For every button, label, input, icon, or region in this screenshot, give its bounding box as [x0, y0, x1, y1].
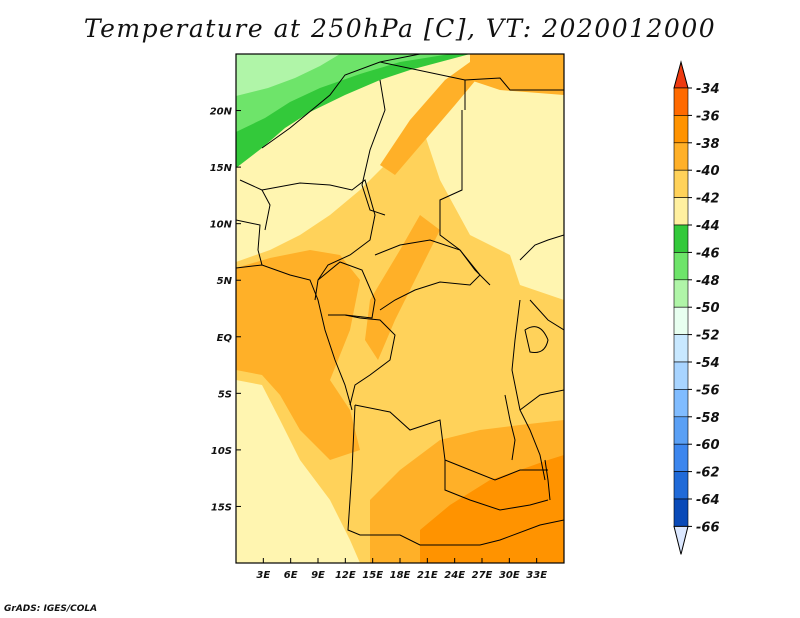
x-tick-label: 18E: [390, 570, 411, 581]
border-north-line: [261, 54, 421, 149]
border-tanzania: [519, 389, 564, 411]
x-tick-label: 9E: [311, 570, 325, 581]
y-tick-label: 15N: [210, 163, 233, 174]
y-tick-label: 5N: [217, 276, 233, 287]
border-lake-tanganyika: [504, 394, 516, 461]
colorbar-swatch: [673, 416, 689, 445]
field-band-42-west: [236, 380, 360, 563]
colorbar-label: -52: [696, 329, 720, 344]
border-libya: [379, 61, 466, 81]
border-mali-niger: [361, 79, 386, 216]
colorbar-label: -50: [696, 301, 720, 316]
colorbar-swatch: [673, 115, 689, 144]
colorbar-label: -42: [696, 192, 720, 207]
x-tick-label: 30E: [499, 570, 520, 581]
colorbar-label: -54: [696, 356, 720, 371]
border-lake-malawi: [544, 459, 551, 501]
colorbar-swatch: [673, 197, 689, 226]
colorbar-bottom-arrow: [673, 525, 689, 555]
colorbar-label: -60: [696, 438, 720, 453]
colorbar-swatch: [673, 361, 689, 390]
x-tick-label: 6E: [284, 570, 298, 581]
x-tick-label: 27E: [472, 570, 493, 581]
colorbar-swatch: [673, 169, 689, 198]
border-sudan-top: [464, 77, 564, 110]
x-tick-label: 24E: [444, 570, 465, 581]
colorbar-swatch: [673, 389, 689, 418]
border-angola: [347, 404, 450, 546]
colorbar-label: -36: [696, 109, 720, 124]
x-tick-label: 21E: [417, 570, 438, 581]
map-title: Temperature at 250hPa [C], VT: 202001200…: [83, 14, 717, 43]
x-axis-ticks: 3E 6E 9E 12E 15E 18E 21E 24E 27E 30E 33E: [256, 558, 547, 581]
field-band-36: [420, 455, 564, 563]
colorbar-swatch: [673, 306, 689, 335]
border-coast-west: [236, 264, 353, 411]
border-chad-east: [439, 110, 491, 286]
border-guinea-coast: [239, 179, 271, 231]
field-band-42-east: [500, 160, 564, 300]
border-kenya: [529, 299, 564, 331]
colorbar: -34 -36 -38 -40 -42 -44 -46 -48 -50 -52 -54 -56 -58 -…: [673, 60, 720, 555]
grads-credit: GrADS: IGES/COLA: [4, 604, 98, 614]
colorbar-label: -38: [696, 137, 720, 152]
border-congo: [344, 314, 396, 406]
colorbar-label: -44: [696, 219, 720, 234]
colorbar-swatch: [673, 334, 689, 363]
border-ethiopia: [519, 234, 564, 261]
colorbar-swatch: [673, 279, 689, 308]
border-nigeria: [261, 179, 376, 301]
y-tick-label: 10S: [211, 446, 232, 457]
field-band-38-ne: [470, 54, 564, 95]
border-car: [374, 239, 481, 311]
y-tick-label: EQ: [217, 333, 233, 344]
colorbar-label: -64: [696, 493, 720, 508]
field-band-38-west: [236, 250, 360, 460]
border-lake-victoria: [524, 326, 549, 353]
y-axis-ticks: 20N 15N 10N 5N EQ 5S 10S 15S: [210, 107, 241, 513]
y-tick-label: 10N: [210, 220, 233, 231]
colorbar-label: -58: [696, 411, 720, 426]
colorbar-swatch: [673, 252, 689, 281]
y-tick-label: 15S: [211, 502, 232, 513]
x-tick-label: 33E: [526, 570, 547, 581]
colorbar-label: -62: [696, 466, 720, 481]
border-zambia: [444, 460, 549, 511]
temperature-field: [236, 54, 564, 563]
colorbar-swatch: [673, 498, 689, 527]
colorbar-label: -56: [696, 383, 720, 398]
y-tick-label: 20N: [210, 107, 233, 118]
country-borders: [236, 54, 564, 546]
colorbar-top-arrow: [673, 60, 689, 89]
colorbar-swatch: [673, 87, 689, 116]
colorbar-swatch: [673, 443, 689, 472]
x-tick-label: 12E: [335, 570, 356, 581]
colorbar-label: -40: [696, 164, 720, 179]
colorbar-swatch: [673, 142, 689, 171]
x-tick-label: 3E: [256, 570, 270, 581]
colorbar-label: -34: [696, 82, 720, 97]
y-tick-label: 5S: [218, 389, 232, 400]
x-tick-label: 15E: [362, 570, 383, 581]
colorbar-swatch: [673, 471, 689, 500]
field-band-48: [236, 54, 340, 96]
colorbar-label: -46: [696, 246, 720, 261]
colorbar-label: -66: [696, 520, 720, 535]
border-south: [450, 519, 564, 546]
border-west-africa: [236, 219, 263, 266]
field-band-38-north: [380, 62, 480, 175]
colorbar-label: -48: [696, 274, 720, 289]
colorbar-swatch: [673, 224, 689, 253]
